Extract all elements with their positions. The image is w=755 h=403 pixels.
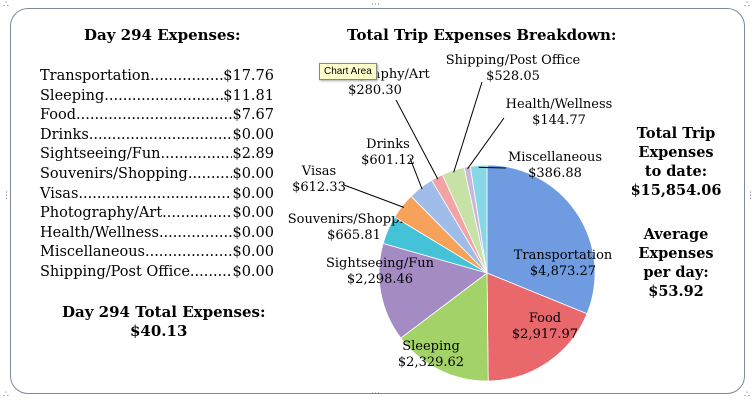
slice-name-label: Food — [529, 311, 561, 326]
expense-label: Transportation — [40, 68, 150, 84]
expense-row: Health/Wellness $0.00 — [40, 223, 274, 243]
expense-row: Visas $0.00 — [40, 184, 274, 204]
slice-name-label: Drinks — [366, 137, 410, 152]
leader-line — [409, 157, 423, 190]
resize-handle-top-right[interactable]: ∴ — [744, 0, 750, 10]
slice-name-label: Transportation — [514, 248, 613, 263]
pie-slice-sightseeing-fun[interactable] — [378, 242, 488, 339]
expense-row: Transportation $17.76 — [40, 66, 274, 86]
slice-value-label: $2,329.62 — [398, 355, 464, 370]
day-expenses-title: Day 294 Expenses: — [84, 26, 241, 44]
expense-label: Souvenirs/Shopping — [40, 166, 188, 182]
expense-value: $0.00 — [232, 264, 274, 280]
slice-name-label: Sightseeing/Fun — [326, 256, 435, 271]
trip-total-line: Expenses — [638, 144, 714, 161]
expense-label: Food — [40, 107, 77, 124]
expense-value: $7.67 — [232, 107, 274, 124]
average-block: Average Expenses per day: $53.92 — [620, 225, 732, 301]
expense-row: Food $7.67 — [40, 105, 274, 125]
pie-slice-sleeping[interactable] — [400, 272, 489, 382]
slice-value-label: $144.77 — [532, 113, 586, 128]
resize-handle-bottom[interactable]: ⋯ — [371, 389, 380, 399]
average-line: Expenses — [638, 245, 714, 262]
slice-value-label: $4,873.27 — [530, 264, 596, 279]
expense-value: $17.76 — [223, 68, 274, 84]
resize-handle-left[interactable]: ⋮ — [2, 191, 11, 201]
day-total-label: Day 294 Total Expenses: — [62, 303, 266, 321]
average-line: per day: — [643, 264, 709, 281]
expense-label: Sightseeing/Fun — [40, 146, 161, 163]
expense-label: Shipping/Post Office — [40, 264, 190, 280]
slice-value-label: $612.33 — [292, 180, 346, 195]
slice-name-label: Miscellaneous — [508, 150, 602, 165]
expense-label: Drinks — [40, 126, 89, 143]
expense-value: $2.89 — [232, 146, 274, 163]
expense-row: Sleeping $11.81 — [40, 86, 274, 106]
resize-handle-right[interactable]: ⋮ — [746, 191, 755, 201]
pie-slice-miscellaneous[interactable] — [469, 164, 488, 274]
leader-line — [478, 166, 507, 169]
expense-value: $0.00 — [232, 224, 274, 241]
expense-value: $0.00 — [232, 166, 274, 182]
expense-row: Photography/Art $0.00 — [40, 203, 274, 223]
expense-label: Visas — [40, 185, 79, 202]
slice-value-label: $2,298.46 — [347, 272, 413, 287]
resize-handle-top-left[interactable]: ∴ — [3, 0, 9, 10]
expense-row: Miscellaneous $0.00 — [40, 242, 274, 262]
resize-handle-bottom-right[interactable]: ∴ — [744, 390, 750, 400]
expense-label: Miscellaneous — [40, 244, 145, 261]
slice-value-label: $386.88 — [528, 166, 582, 181]
resize-handle-top[interactable]: ⋯ — [371, 0, 380, 10]
leader-line — [343, 184, 404, 208]
leader-line — [467, 117, 505, 170]
slice-value-label: $2,917.97 — [512, 327, 578, 342]
resize-handle-bottom-left[interactable]: ∴ — [3, 390, 9, 400]
slice-value-label: $665.81 — [327, 228, 381, 243]
expense-row: Shipping/Post Office $0.00 — [40, 262, 274, 282]
trip-total-line: Total Trip — [636, 125, 716, 142]
slice-name-label: Souvenirs/Shopping — [288, 212, 421, 227]
slice-name-label: Health/Wellness — [506, 97, 613, 112]
pie-slice-food[interactable] — [486, 272, 588, 382]
expense-value: $0.00 — [232, 244, 274, 261]
expense-value: $11.81 — [223, 87, 274, 104]
expense-value: $0.00 — [232, 185, 274, 202]
day-total-value: $40.13 — [130, 322, 188, 340]
slice-name-label: Sleeping — [402, 339, 460, 354]
slice-name-label: Visas — [301, 164, 336, 179]
average-value: $53.92 — [648, 283, 704, 300]
slice-value-label: $528.05 — [486, 69, 540, 84]
expense-row: Sightseeing/Fun $2.89 — [40, 144, 274, 164]
leader-line — [395, 99, 439, 180]
expense-value: $0.00 — [232, 205, 274, 222]
expense-row: Souvenirs/Shopping $0.00 — [40, 164, 274, 184]
slice-value-label: $280.30 — [348, 83, 402, 98]
trip-total-value: $15,854.06 — [630, 182, 722, 199]
chart-title: Total Trip Expenses Breakdown: — [347, 26, 617, 44]
expense-value: $0.00 — [232, 126, 274, 143]
slice-value-label: $601.12 — [361, 153, 415, 168]
leader-line — [453, 81, 483, 173]
pie-slice-transportation[interactable] — [486, 164, 596, 315]
expense-label: Photography/Art — [40, 205, 163, 222]
expense-label: Sleeping — [40, 87, 105, 104]
average-line: Average — [643, 226, 709, 243]
expense-label: Health/Wellness — [40, 224, 159, 241]
trip-total-line: to date: — [644, 163, 708, 180]
expense-row: Drinks $0.00 — [40, 125, 274, 145]
slice-name-label: Shipping/Post Office — [446, 53, 581, 68]
chart-area-tooltip: Chart Area — [319, 63, 377, 80]
trip-total-block: Total Trip Expenses to date: $15,854.06 — [620, 124, 732, 200]
